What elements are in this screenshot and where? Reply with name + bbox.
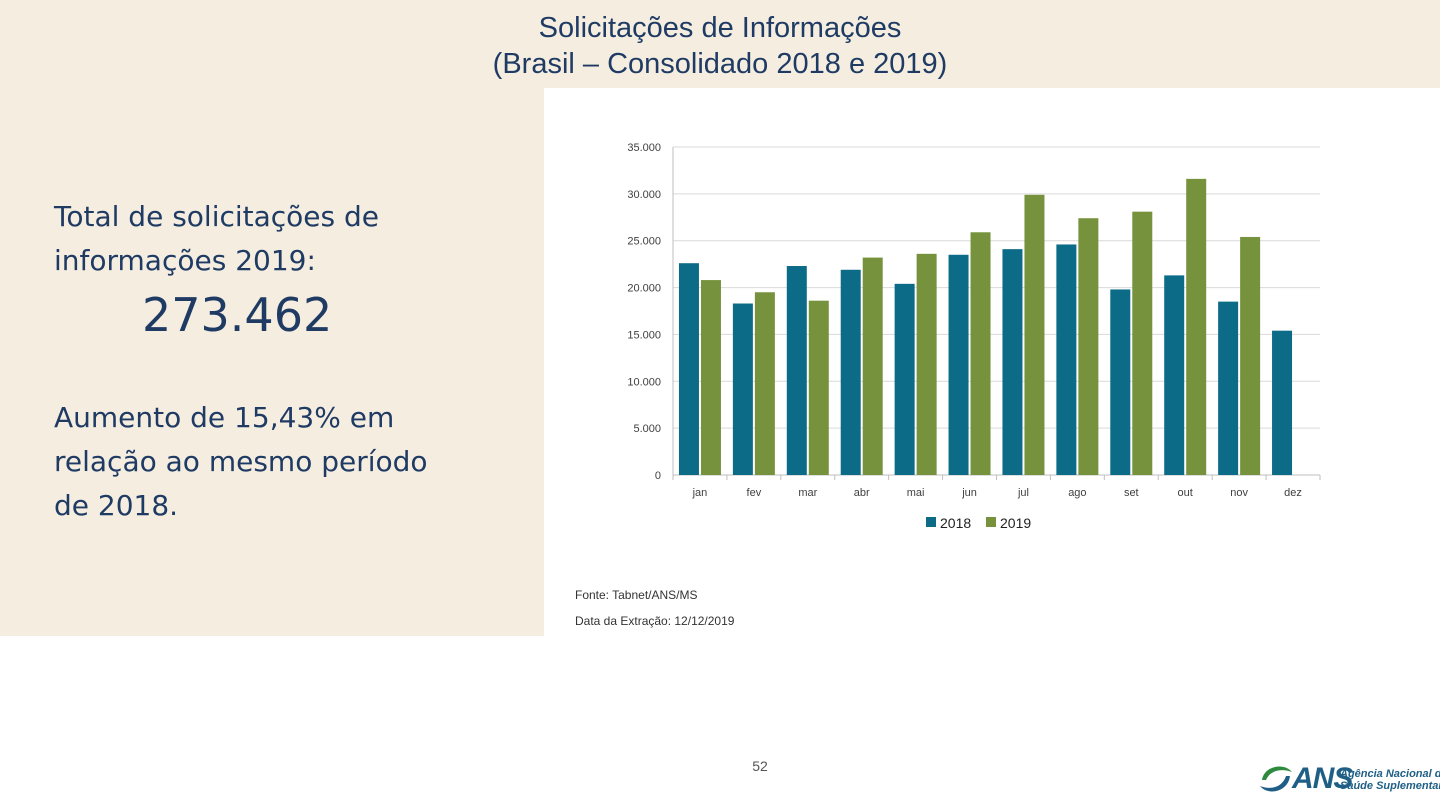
bar-2018-jun xyxy=(948,254,969,475)
x-tick-label: abr xyxy=(854,487,870,499)
total-label-line2: informações 2019: xyxy=(54,244,316,277)
increase-line2: relação ao mesmo período xyxy=(54,445,428,478)
ans-logo: ANS Agência Nacional de Saúde Suplementa… xyxy=(1258,760,1440,800)
x-tick-label: fev xyxy=(747,487,762,499)
total-label-line1: Total de solicitações de xyxy=(54,200,380,233)
y-tick-label: 30.000 xyxy=(627,189,661,201)
extraction-date: Data da Extração: 12/12/2019 xyxy=(575,614,735,628)
logo-agency-line2: Saúde Suplementar xyxy=(1340,780,1440,792)
x-tick-label: jun xyxy=(961,487,977,499)
bar-2019-jun xyxy=(970,232,991,475)
legend-label-2019: 2019 xyxy=(1000,515,1031,531)
logo-agency-line1: Agência Nacional de xyxy=(1340,768,1440,780)
bar-2018-mai xyxy=(894,283,915,475)
bar-2019-nov xyxy=(1240,236,1261,475)
bar-2018-ago xyxy=(1056,244,1077,475)
y-tick-label: 5.000 xyxy=(633,423,661,435)
x-tick-label: ago xyxy=(1068,487,1086,499)
bar-2019-mai xyxy=(916,253,937,475)
increase-line3: de 2018. xyxy=(54,489,179,522)
bar-2018-abr xyxy=(840,269,861,475)
logo-ans-text: ANS xyxy=(1292,762,1353,795)
x-tick-label: jul xyxy=(1017,487,1029,499)
bar-2018-out xyxy=(1164,275,1185,475)
slide-title-line2: (Brasil – Consolidado 2018 e 2019) xyxy=(492,48,948,80)
x-tick-label: dez xyxy=(1284,487,1302,499)
bar-2018-jan xyxy=(678,263,699,475)
bar-2018-dez xyxy=(1272,330,1293,475)
total-label: Total de solicitações de informações 201… xyxy=(54,195,514,283)
bar-2019-jan xyxy=(700,280,721,475)
bar-2018-mar xyxy=(786,266,807,475)
y-tick-label: 15.000 xyxy=(627,329,661,341)
bar-2019-set xyxy=(1132,211,1153,476)
x-tick-label: out xyxy=(1178,487,1193,499)
page-number: 52 xyxy=(752,758,768,774)
bar-2019-jul xyxy=(1024,194,1045,475)
slide-title: Solicitações de Informações (Brasil – Co… xyxy=(0,10,1440,82)
y-tick-label: 0 xyxy=(655,470,661,482)
x-tick-label: mai xyxy=(907,487,925,499)
chart-area xyxy=(544,88,1440,636)
y-tick-label: 20.000 xyxy=(627,283,661,295)
x-tick-label: jan xyxy=(692,487,708,499)
increase-line1: Aumento de 15,43% em xyxy=(54,401,395,434)
bar-2018-jul xyxy=(1002,249,1023,475)
bar-2018-nov xyxy=(1218,301,1239,475)
summary-panel xyxy=(0,88,544,636)
legend-label-2018: 2018 xyxy=(940,515,971,531)
y-tick-label: 35.000 xyxy=(627,142,661,154)
slide-title-line1: Solicitações de Informações xyxy=(538,12,902,44)
x-tick-label: set xyxy=(1124,487,1139,499)
logo-agency-name: Agência Nacional de Saúde Suplementar xyxy=(1340,768,1440,792)
x-tick-label: mar xyxy=(798,487,817,499)
legend-swatch-2019 xyxy=(986,517,996,527)
x-tick-label: nov xyxy=(1230,487,1248,499)
bar-2018-set xyxy=(1110,289,1131,475)
y-tick-label: 10.000 xyxy=(627,376,661,388)
bar-2019-abr xyxy=(862,257,883,475)
ans-logo-icon xyxy=(1260,766,1292,792)
y-tick-label: 25.000 xyxy=(627,236,661,248)
bar-2019-mar xyxy=(808,300,829,475)
title-band xyxy=(0,0,1440,88)
total-value: 273.462 xyxy=(142,288,333,342)
source-text: Fonte: Tabnet/ANS/MS xyxy=(575,588,698,602)
bar-2019-fev xyxy=(754,292,775,475)
bar-2019-out xyxy=(1186,178,1207,475)
legend-swatch-2018 xyxy=(926,517,936,527)
bar-2019-ago xyxy=(1078,218,1099,476)
bar-2018-fev xyxy=(732,303,753,475)
increase-text: Aumento de 15,43% em relação ao mesmo pe… xyxy=(54,396,514,528)
